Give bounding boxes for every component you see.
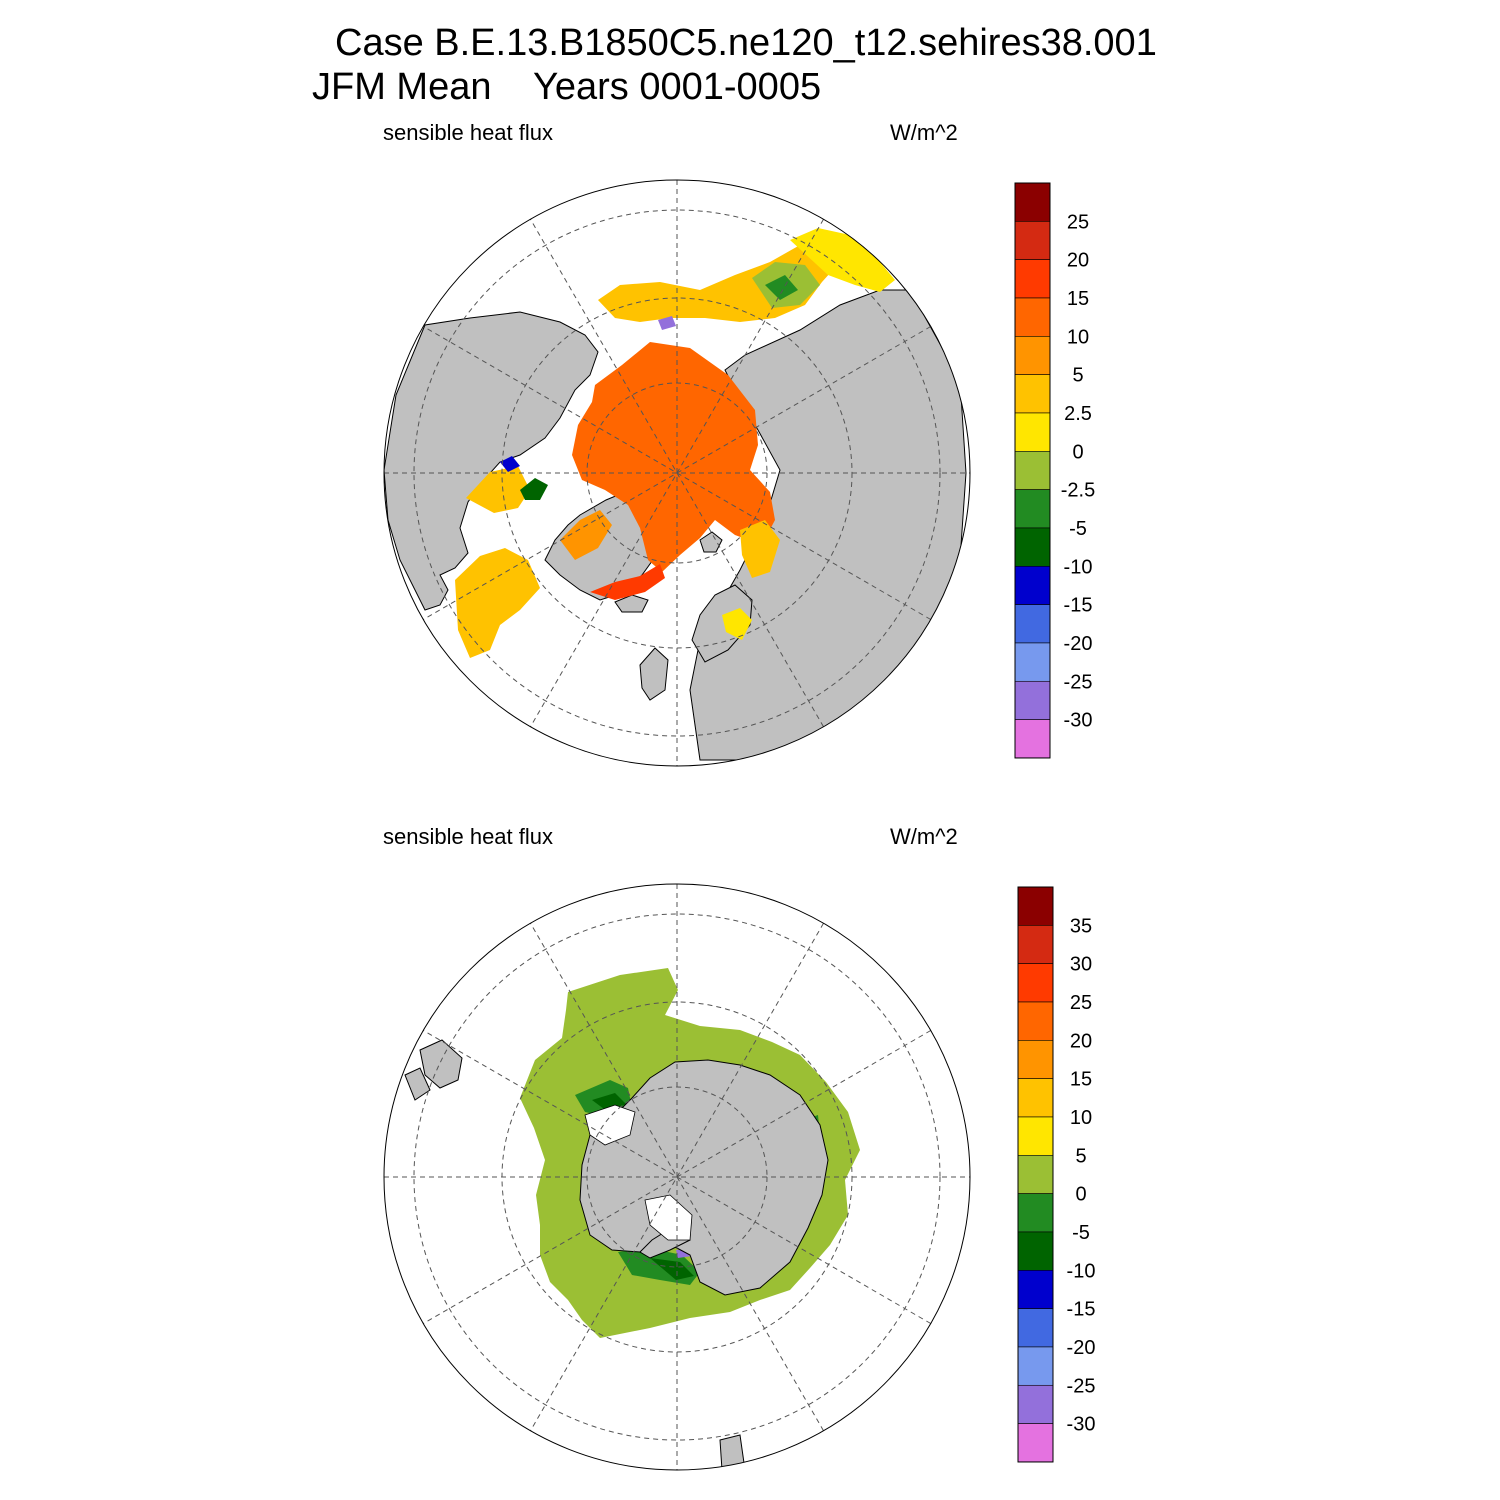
north-colorbar-tick-label: -15 (1064, 595, 1093, 617)
north-colorbar-tick-label: -10 (1064, 556, 1093, 578)
south-colorbar-swatch (1017, 1270, 1054, 1309)
south-colorbar-swatch (1017, 1384, 1054, 1424)
north-colorbar-tick-label: 5 (1072, 365, 1083, 387)
north-colorbar-tick-label: 2.5 (1064, 403, 1092, 425)
scandinavia (691, 584, 753, 663)
south-colorbar-swatch (1017, 1078, 1054, 1118)
south-colorbar-tick-label: -30 (1067, 1414, 1096, 1436)
north-land (384, 289, 967, 761)
north-colorbar: 25 20 15 10 5 2.5 0 -2.5 -5 -10 -15 -20 -25 -30 (1014, 182, 1095, 759)
south-map-border (383, 883, 971, 1471)
central-arctic-flux (572, 342, 775, 572)
baltic-flux (722, 608, 752, 640)
north-colorbar-swatch (1014, 527, 1051, 567)
new-zealand-south-island (404, 1067, 431, 1101)
north-colorbar-swatch (1014, 221, 1051, 260)
south-colorbar-tick-label: 20 (1070, 1030, 1092, 1052)
weddell-sea-ice-flux (650, 1258, 694, 1280)
north-colorbar-tick-label: -2.5 (1061, 480, 1095, 502)
north-colorbar-swatch (1014, 297, 1051, 337)
south-colorbar-tick-label: -20 (1067, 1337, 1096, 1359)
okhotsk-sea-flux (790, 228, 895, 292)
north-colorbar-swatch (1014, 604, 1051, 644)
north-colorbar-tick-label: 20 (1067, 250, 1089, 272)
north-colorbar-swatch (1014, 489, 1051, 529)
south-colorbar-tick-label: -15 (1067, 1299, 1096, 1321)
barents-kara-flux (740, 520, 780, 578)
south-colorbar-tick-label: -25 (1067, 1375, 1096, 1397)
hudson-strait-flux (500, 456, 520, 472)
north-map-border (383, 179, 971, 767)
north-colorbar-tick-label: 0 (1072, 441, 1083, 463)
south-colorbar-swatch (1017, 963, 1054, 1003)
new-zealand (419, 1039, 463, 1089)
kamchatka-margin-flux (658, 316, 676, 330)
south-colorbar-tick-label: 15 (1070, 1069, 1092, 1091)
hudson-bay-flux (466, 466, 530, 513)
south-colorbar-swatch (1017, 1116, 1054, 1156)
south-colorbar-outline (1017, 886, 1054, 1463)
south-polar-map (383, 883, 971, 1471)
north-colorbar-tick-label: -30 (1064, 710, 1093, 732)
north-polar-map (383, 179, 971, 767)
south-colorbar-tick-label: 25 (1070, 992, 1092, 1014)
north-colorbar-swatch (1014, 719, 1051, 759)
figure-title-period: JFM Mean Years 0001-0005 (312, 66, 822, 108)
north-units-label: W/m^2 (890, 120, 958, 145)
south-colorbar-tick-label: 10 (1070, 1107, 1092, 1129)
north-colorbar-swatch (1014, 259, 1051, 299)
north-colorbar-tick-label: -20 (1064, 633, 1093, 655)
baffin-bay-flux (560, 510, 612, 560)
north-colorbar-outline (1014, 182, 1051, 759)
greenland-sea-flux (590, 564, 665, 600)
north-colorbar-swatch (1014, 565, 1051, 605)
ronne-ice-shelf (644, 1194, 693, 1241)
south-colorbar: 35 30 25 20 15 10 5 0 -5 -10 -15 -20 -25 -30 (1017, 886, 1096, 1463)
north-colorbar-tick-label: 25 (1067, 211, 1089, 233)
british-isles (639, 647, 669, 701)
south-colorbar-tick-label: 0 (1075, 1184, 1086, 1206)
north-colorbar-swatch (1014, 680, 1051, 720)
south-colorbar-swatch (1017, 1193, 1054, 1233)
north-variable-label: sensible heat flux (383, 120, 553, 145)
south-colorbar-swatch (1017, 925, 1054, 964)
north-colorbar-tick-label: 15 (1067, 288, 1089, 310)
south-colorbar-swatch (1017, 1231, 1054, 1271)
south-colorbar-swatch (1017, 1040, 1054, 1079)
south-colorbar-tick-label: -10 (1067, 1260, 1096, 1282)
south-graticule (384, 884, 970, 1470)
south-colorbar-swatch (1017, 1346, 1054, 1386)
north-colorbar-tick-label: -25 (1064, 671, 1093, 693)
south-units-label: W/m^2 (890, 824, 958, 849)
siberian-coast-ice-flux (765, 275, 798, 300)
north-graticule (384, 180, 970, 766)
north-colorbar-swatch (1014, 412, 1051, 452)
north-colorbar-swatch (1014, 336, 1051, 375)
north-colorbar-swatch (1014, 642, 1051, 682)
north-colorbar-swatch (1014, 451, 1051, 490)
south-america-tip (719, 1434, 746, 1470)
south-variable-label: sensible heat flux (383, 824, 553, 849)
north-flux-field (455, 228, 895, 658)
south-colorbar-swatch (1017, 886, 1054, 926)
south-colorbar-tick-label: 5 (1075, 1145, 1086, 1167)
canadian-archipelago-flux (520, 478, 548, 500)
south-colorbar-swatch (1017, 1423, 1054, 1463)
south-colorbar-swatch (1017, 1001, 1054, 1041)
south-colorbar-swatch (1017, 1308, 1054, 1348)
north-colorbar-swatch (1014, 182, 1051, 222)
south-colorbar-swatch (1017, 1155, 1054, 1194)
north-colorbar-swatch (1014, 374, 1051, 414)
north-colorbar-tick-label: 10 (1067, 326, 1089, 348)
north-colorbar-tick-label: -5 (1069, 518, 1087, 540)
south-colorbar-tick-label: -5 (1072, 1222, 1090, 1244)
labrador-sea-flux (455, 548, 540, 658)
figure-title-case: Case B.E.13.B1850C5.ne120_t12.sehires38.… (335, 22, 1157, 64)
south-colorbar-tick-label: 30 (1070, 954, 1092, 976)
south-colorbar-tick-label: 35 (1070, 915, 1092, 937)
